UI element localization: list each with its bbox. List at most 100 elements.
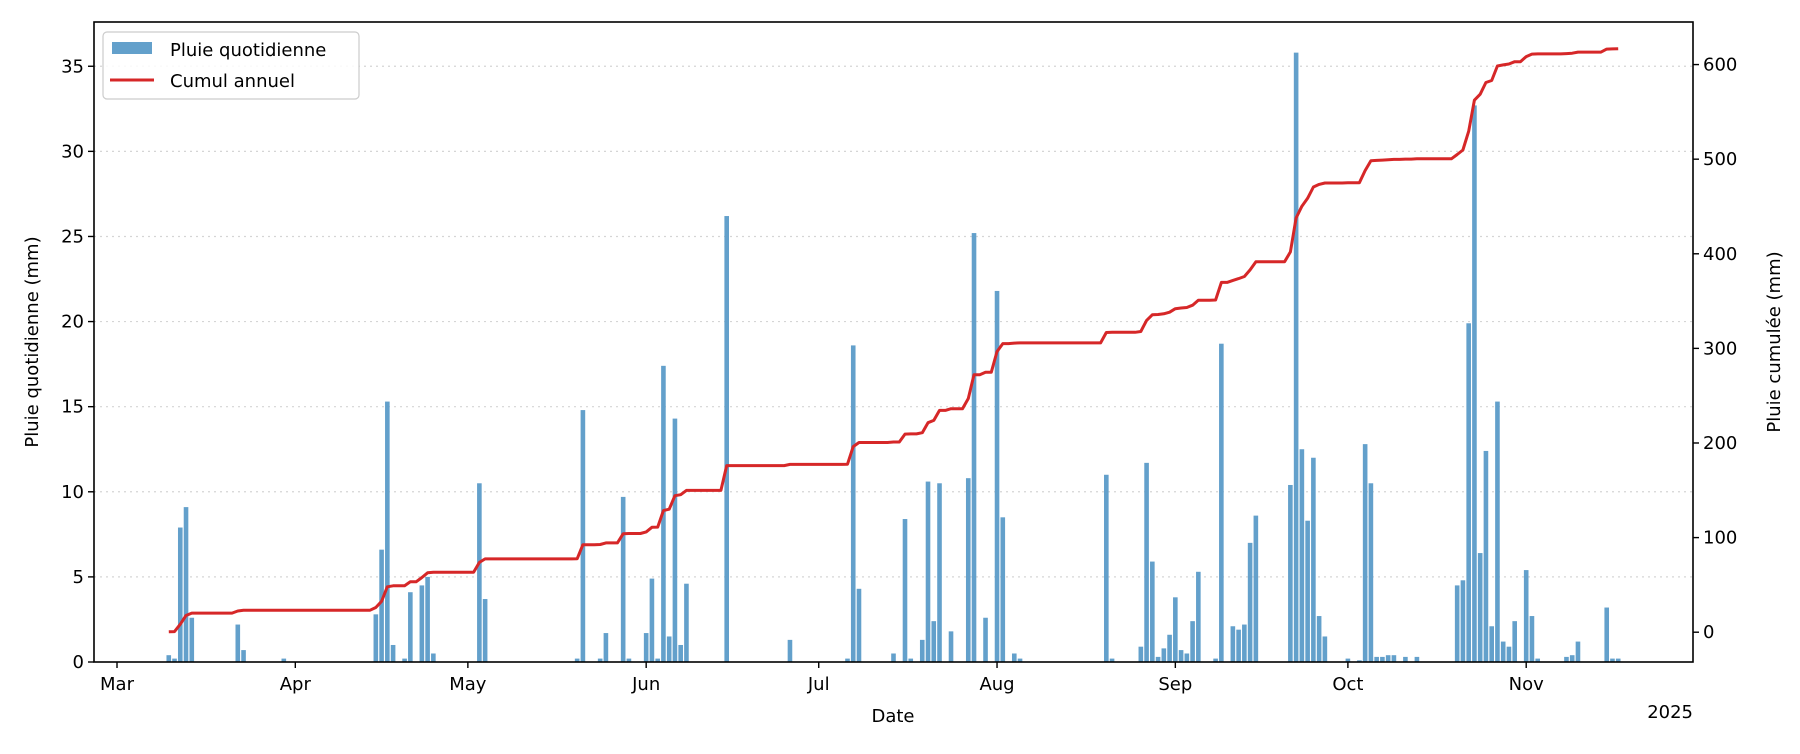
cumulative-line-layer <box>168 47 1619 634</box>
rain-bar <box>597 658 603 662</box>
rain-bar <box>684 583 689 662</box>
rain-bar <box>1454 585 1460 662</box>
rain-bar <box>574 658 580 662</box>
rain-bar <box>1236 629 1241 662</box>
x-axis-label: Date <box>871 706 914 727</box>
legend-box <box>102 31 360 100</box>
x-tick-label: Mar <box>100 674 135 695</box>
rain-bar <box>419 585 425 662</box>
rain-bar <box>241 650 246 662</box>
rain-bar <box>655 658 660 662</box>
x-tick-label: Apr <box>280 674 312 695</box>
plot-frame <box>93 21 1694 663</box>
cumulative-line <box>168 47 1619 634</box>
rain-bar <box>1564 656 1569 662</box>
rain-bar <box>626 658 632 662</box>
rain-bar <box>965 478 971 662</box>
x-tick-label: Aug <box>979 674 1014 695</box>
rain-bar <box>1495 401 1500 662</box>
y-right-tick-label: 100 <box>1703 528 1737 549</box>
rain-bar <box>1293 52 1299 662</box>
rain-bar <box>482 599 488 662</box>
rain-bar <box>1316 616 1322 662</box>
rain-bar <box>425 576 430 662</box>
rain-bar <box>1466 323 1471 662</box>
x-tick-label: Sep <box>1158 674 1192 695</box>
rain-bar <box>1213 658 1218 662</box>
rain-bar <box>1017 658 1023 662</box>
left-y-axis-label: Pluie quotidienne (mm) <box>22 236 43 447</box>
rain-bar <box>1109 658 1115 662</box>
rain-bar <box>1196 571 1201 662</box>
rain-bar <box>891 653 896 662</box>
x-tick-label: Oct <box>1332 674 1363 695</box>
y-right-tick-label: 600 <box>1703 55 1737 76</box>
rain-bar <box>971 233 977 662</box>
rain-bar <box>1184 653 1190 662</box>
daily-rain-bars <box>166 52 1621 663</box>
rain-bar <box>1247 542 1253 662</box>
rain-bar <box>1380 656 1385 662</box>
y-tick-label: 35 <box>61 56 84 77</box>
rain-bar <box>390 644 396 662</box>
rain-bar <box>1357 660 1362 662</box>
right-y-axis-ticks: 0 100 200 300 400 500 600 <box>1693 55 1737 643</box>
rain-bar <box>1104 474 1109 662</box>
legend-label-cumulative: Cumul annuel <box>170 71 295 92</box>
rain-bar <box>189 617 195 662</box>
rain-bar <box>1529 616 1535 662</box>
rain-bar <box>1242 624 1247 662</box>
grid-lines <box>94 65 1693 578</box>
rain-bar <box>477 483 482 662</box>
rain-bar <box>856 588 862 662</box>
rain-bar <box>908 658 914 662</box>
rain-bar <box>925 481 931 662</box>
rain-bar <box>1155 656 1161 662</box>
rain-bar <box>1219 343 1224 662</box>
rain-bar <box>1000 517 1006 662</box>
rain-bar <box>1535 658 1541 662</box>
rain-bar <box>402 658 407 662</box>
rain-bar <box>1500 641 1506 662</box>
rain-bar <box>281 658 287 662</box>
rain-bar <box>1489 626 1494 662</box>
rain-bar <box>931 621 937 662</box>
right-y-axis-label: Pluie cumulée (mm) <box>1764 251 1785 432</box>
y-right-tick-label: 0 <box>1703 622 1714 643</box>
x-tick-label: Jul <box>807 674 830 695</box>
rain-bar <box>1615 658 1621 662</box>
y-tick-label: 30 <box>61 141 84 162</box>
rain-bar <box>649 578 655 662</box>
rain-bar <box>1144 462 1149 662</box>
rain-bar <box>678 644 683 662</box>
rain-bar <box>1150 561 1155 662</box>
rain-bar <box>1138 646 1144 662</box>
rain-bar <box>373 614 379 662</box>
rain-bar <box>379 549 384 662</box>
rain-bar <box>1391 655 1397 662</box>
rain-bar <box>177 527 183 662</box>
rain-bar <box>1512 621 1517 662</box>
rain-bar <box>1190 621 1195 662</box>
rain-bar <box>1299 449 1305 662</box>
year-label: 2025 <box>1647 702 1693 723</box>
rain-bar <box>1167 634 1172 662</box>
y-tick-label: 20 <box>61 312 84 333</box>
rain-bar <box>1575 641 1581 662</box>
legend-label-daily: Pluie quotidienne <box>170 40 326 61</box>
x-tick-label: Jun <box>631 674 660 695</box>
rain-bar <box>1385 655 1391 662</box>
rain-bar <box>1253 515 1259 662</box>
rain-bar <box>1460 580 1466 662</box>
rain-bar <box>1311 457 1316 662</box>
y-right-tick-label: 400 <box>1703 244 1737 265</box>
rain-bar <box>1414 656 1420 662</box>
rain-bar <box>1403 656 1408 662</box>
rain-bar <box>850 345 856 662</box>
x-tick-label: Nov <box>1509 674 1544 695</box>
y-tick-label: 15 <box>61 397 84 418</box>
rain-bar <box>1345 658 1351 662</box>
rain-bar <box>1322 636 1328 662</box>
rain-bar <box>919 639 925 662</box>
